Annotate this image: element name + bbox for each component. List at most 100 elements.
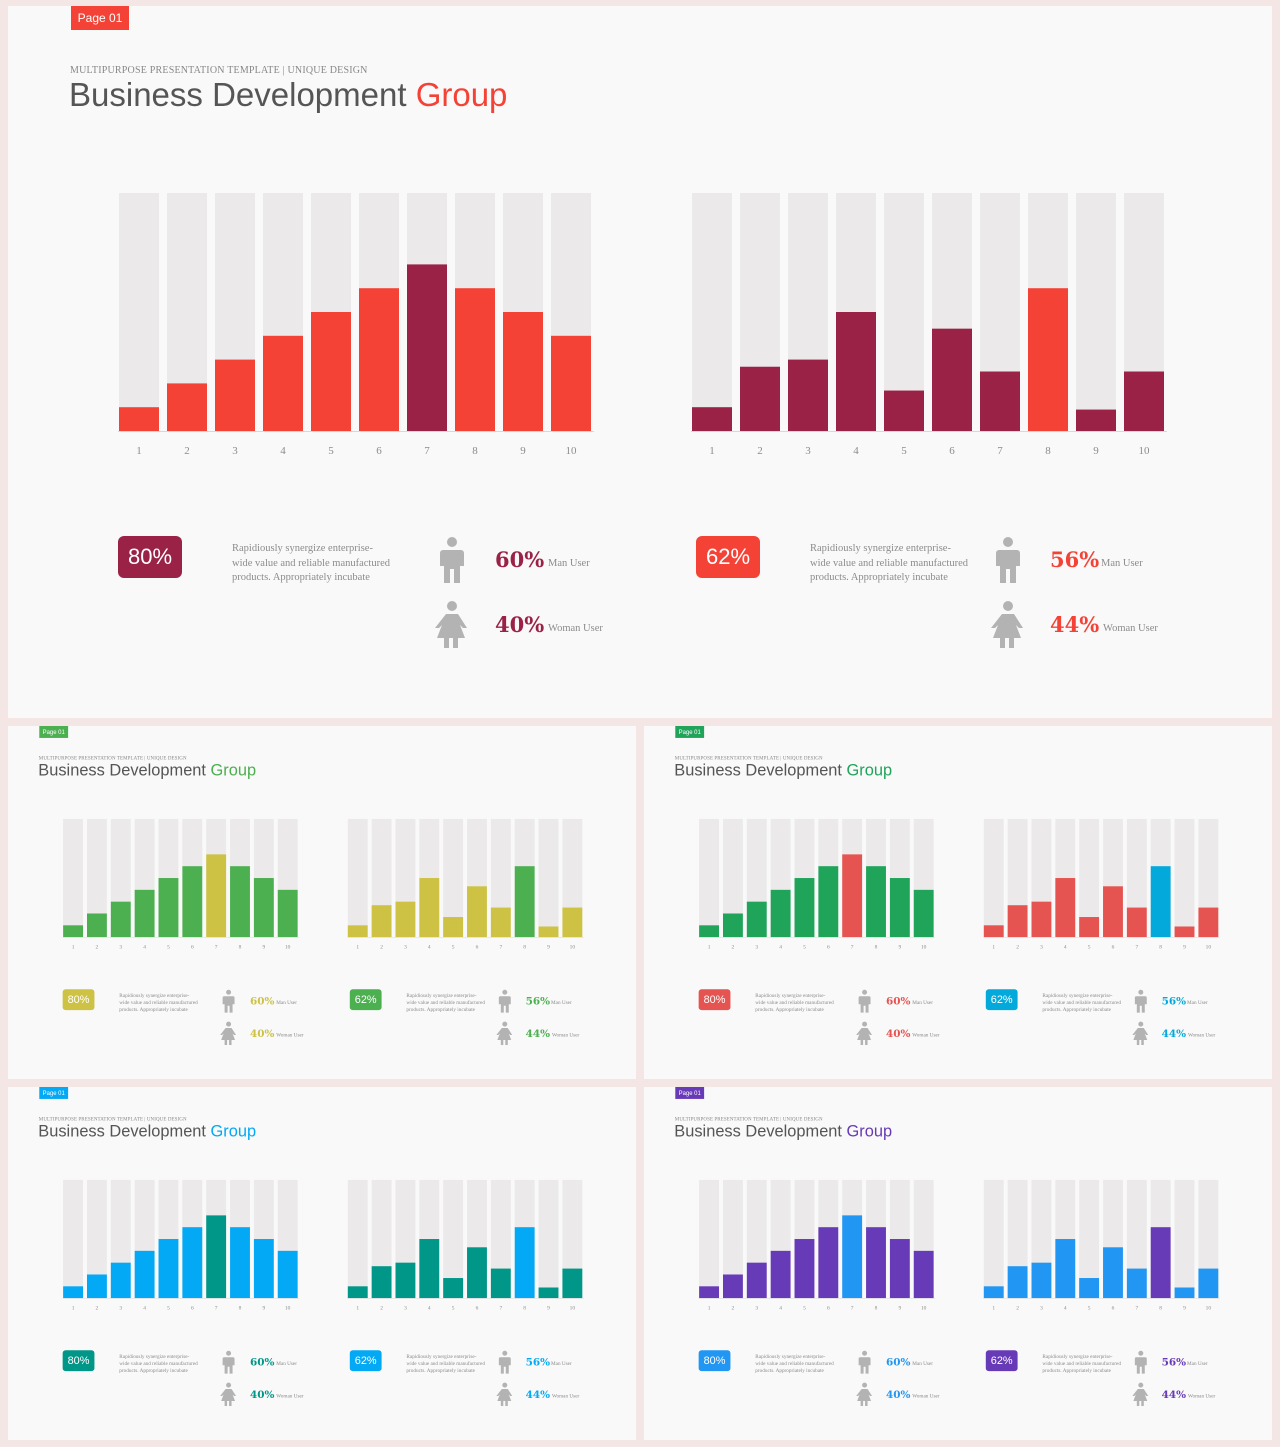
woman-user-icon: [991, 600, 1025, 648]
bar-chart-right: 1 2 3 4 5 6 7 8 9 10: [691, 181, 1181, 481]
tick-label-8: 8: [472, 445, 478, 457]
woman-user-percent-right: 44%: [525, 1027, 551, 1040]
tick-label-2: 2: [184, 445, 190, 457]
tick-label-10: 10: [1206, 945, 1212, 951]
tick-label-3: 3: [755, 1306, 758, 1312]
bar-track: [722, 1179, 743, 1299]
tick-label-2: 2: [757, 445, 763, 457]
bar-6: [467, 886, 487, 938]
bar-chart-left: 1 2 3 4 5 6 7 8 9 10: [698, 1174, 942, 1323]
tick-label-7: 7: [499, 1306, 502, 1312]
tick-label-4: 4: [280, 445, 286, 457]
man-user-percent-right: 56%: [1050, 547, 1100, 572]
bar-track: [1174, 1179, 1195, 1299]
tick-label-4: 4: [853, 445, 859, 457]
slide-content: Page 01 MULTIPURPOSE PRESENTATION TEMPLA…: [8, 6, 1272, 718]
bar-2: [722, 913, 743, 938]
man-user-icon: [435, 536, 469, 584]
bar-5: [158, 878, 179, 938]
bar-10: [1198, 907, 1219, 938]
bar-2: [1007, 905, 1028, 938]
slide-main: Page 01 MULTIPURPOSE PRESENTATION TEMPLA…: [8, 6, 1272, 718]
tick-label-2: 2: [1016, 945, 1019, 951]
tick-label-1: 1: [136, 445, 142, 457]
tick-label-2: 2: [732, 1306, 735, 1312]
page-tag: Page 01: [39, 1087, 69, 1099]
bar-2: [1007, 1266, 1028, 1299]
bar-8: [230, 866, 250, 938]
woman-user-icon: [1132, 1021, 1149, 1045]
woman-user-label-left: Woman User: [276, 1393, 304, 1399]
tick-label-3: 3: [232, 445, 238, 457]
tick-label-1: 1: [356, 945, 359, 951]
bar-chart-left: 1 2 3 4 5 6 7 8 9 10: [698, 813, 942, 962]
tick-label-4: 4: [1064, 1306, 1067, 1312]
bar-4: [770, 1250, 791, 1299]
tick-label-3: 3: [119, 945, 122, 951]
tick-label-1: 1: [992, 945, 995, 951]
tick-label-8: 8: [239, 945, 242, 951]
woman-user-percent-right: 44%: [1161, 1027, 1187, 1040]
tick-label-7: 7: [499, 945, 502, 951]
man-user-label-left: Man User: [548, 558, 590, 569]
bar-chart-left: 1 2 3 4 5 6 7 8 9 10: [62, 1174, 306, 1323]
bar-1: [347, 925, 368, 938]
bar-6: [932, 328, 972, 431]
tick-label-6: 6: [949, 445, 955, 457]
slide-content: Page 01 MULTIPURPOSE PRESENTATION TEMPLA…: [8, 1087, 636, 1440]
tick-label-4: 4: [1064, 945, 1067, 951]
bar-4: [134, 1250, 155, 1299]
bar-10: [562, 907, 583, 938]
man-user-label-left: Man User: [276, 1000, 297, 1006]
description-right: Rapidiously synergize enterprise-wide va…: [810, 543, 969, 583]
woman-user-label-right: Woman User: [551, 1393, 580, 1399]
bar-track: [119, 193, 159, 431]
page-tag: Page 01: [39, 726, 69, 738]
man-user-icon: [496, 989, 513, 1013]
description-left: Rapidiously synergize enterprise-wide va…: [232, 543, 391, 583]
tick-label-5: 5: [803, 1306, 806, 1312]
bar-2: [86, 913, 107, 938]
tick-label-2: 2: [96, 1306, 99, 1312]
bar-9: [1076, 409, 1116, 431]
slide-content: Page 01 MULTIPURPOSE PRESENTATION TEMPLA…: [644, 1087, 1272, 1440]
tick-label-7: 7: [851, 1306, 854, 1312]
slide-subtitle: MULTIPURPOSE PRESENTATION TEMPLATE | UNI…: [674, 755, 823, 761]
percent-badge-left: 80%: [62, 1350, 95, 1372]
tick-label-7: 7: [215, 1306, 218, 1312]
bar-10: [913, 889, 934, 938]
percent-badge-right: 62%: [696, 536, 760, 578]
bar-4: [770, 889, 791, 938]
tick-label-9: 9: [1183, 1306, 1186, 1312]
page-tag: Page 01: [71, 6, 129, 30]
tick-label-1: 1: [72, 945, 75, 951]
bar-7: [980, 371, 1020, 431]
bar-3: [1031, 1262, 1052, 1299]
man-user-label-right: Man User: [551, 1000, 572, 1006]
bar-7: [842, 854, 863, 938]
tick-label-9: 9: [898, 945, 901, 951]
title-main: Business Development: [38, 1121, 206, 1141]
bar-track: [1174, 818, 1195, 938]
bar-7: [1126, 1268, 1147, 1299]
title-accent: Group: [210, 760, 257, 780]
man-user-percent-right: 56%: [1161, 994, 1187, 1008]
slide-content: Page 01 MULTIPURPOSE PRESENTATION TEMPLA…: [8, 726, 636, 1079]
tick-label-2: 2: [96, 945, 99, 951]
slide-subtitle: MULTIPURPOSE PRESENTATION TEMPLATE | UNI…: [674, 1116, 823, 1122]
bar-2: [86, 1274, 107, 1299]
bar-3: [110, 1262, 131, 1299]
description-right: Rapidiously synergize enterprise-wide va…: [1042, 1353, 1121, 1374]
tick-label-8: 8: [1045, 445, 1051, 457]
bar-8: [1150, 866, 1171, 938]
tick-label-5: 5: [803, 945, 806, 951]
bar-5: [1079, 917, 1100, 938]
tick-label-6: 6: [476, 1306, 479, 1312]
bar-9: [503, 312, 543, 431]
bar-track: [1079, 818, 1100, 938]
bar-track: [63, 1179, 84, 1299]
tick-label-6: 6: [1112, 945, 1115, 951]
bar-track: [347, 818, 368, 938]
tick-label-4: 4: [143, 945, 146, 951]
bar-5: [443, 917, 464, 938]
